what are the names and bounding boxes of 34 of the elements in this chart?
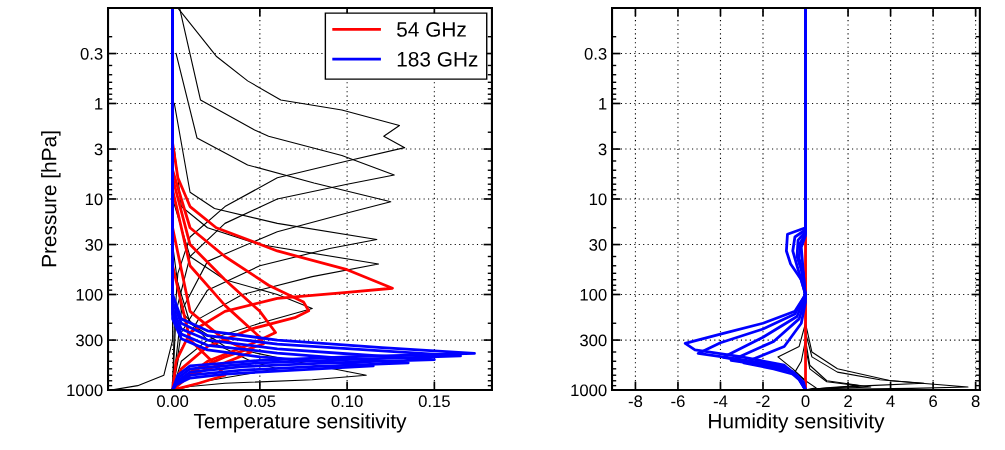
x-tick-label: 0 bbox=[801, 395, 810, 408]
x-tick-label: -8 bbox=[628, 395, 643, 408]
x-tick-label: -4 bbox=[713, 395, 728, 407]
x-axis-title: Humidity sensitivity bbox=[709, 413, 885, 433]
y-tick-label: 10 bbox=[589, 193, 607, 206]
x-axis-title: Temperature sensitivity bbox=[193, 413, 407, 433]
y-tick-label: 30 bbox=[589, 238, 607, 251]
y-tick-label: 3 bbox=[94, 143, 103, 156]
y-tick-label: 0.3 bbox=[584, 47, 607, 60]
x-tick-label: 0.00 bbox=[157, 395, 189, 408]
x-tick-label: 0.10 bbox=[331, 395, 363, 408]
y-tick-label: 0.3 bbox=[80, 47, 103, 60]
legend-label: 183 GHz bbox=[397, 51, 478, 67]
x-tick-label: 0.05 bbox=[244, 395, 276, 408]
y-tick-label: 1 bbox=[599, 98, 607, 110]
y-tick-label: 300 bbox=[76, 334, 103, 347]
x-tick-label: 0.15 bbox=[418, 395, 450, 408]
y-tick-label: 30 bbox=[85, 238, 103, 251]
x-tick-label: 4 bbox=[886, 395, 895, 407]
y-tick-label: 1000 bbox=[67, 384, 103, 397]
y-tick-label: 1 bbox=[95, 98, 103, 110]
y-tick-label: 10 bbox=[85, 193, 103, 206]
y-tick-label: 100 bbox=[580, 288, 607, 301]
x-tick-label: 8 bbox=[971, 395, 980, 408]
x-tick-label: -2 bbox=[756, 395, 770, 407]
y-tick-label: 100 bbox=[76, 288, 103, 301]
x-tick-label: 2 bbox=[844, 395, 852, 407]
x-tick-label: -6 bbox=[671, 395, 685, 408]
x-tick-label: 6 bbox=[929, 395, 937, 408]
y-tick-label: 3 bbox=[598, 143, 607, 156]
y-tick-label: 300 bbox=[580, 334, 607, 347]
y-tick-label: 1000 bbox=[571, 384, 607, 397]
y-axis-title: Pressure [hPa] bbox=[41, 131, 61, 267]
legend-label: 54 GHz bbox=[397, 22, 466, 37]
